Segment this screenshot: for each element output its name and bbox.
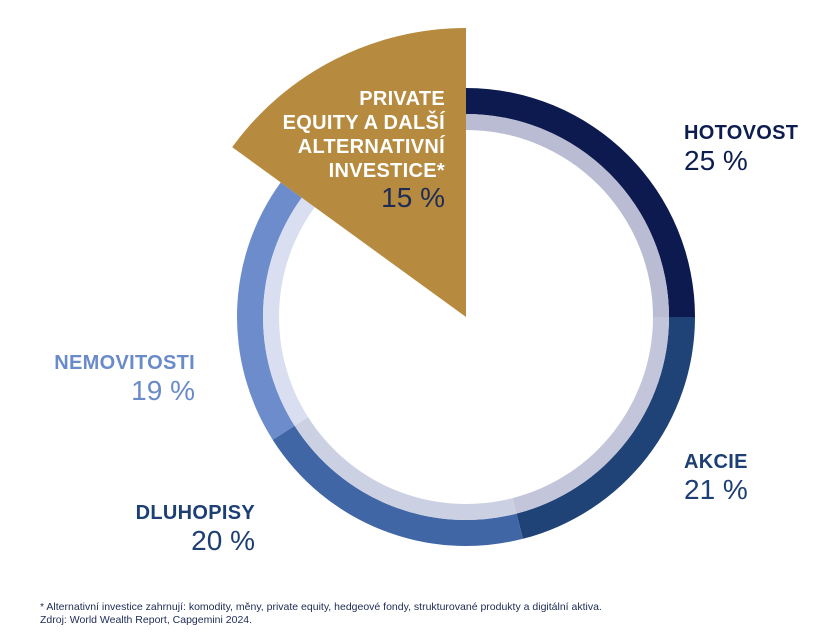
inner-ring xyxy=(263,114,669,520)
label-private-line2: EQUITY A DALŠÍ xyxy=(282,112,445,134)
inner-slice-dluhopisy xyxy=(294,417,517,520)
slice-akcie xyxy=(516,317,695,539)
label-hotovost-value: 25 % xyxy=(684,145,748,176)
label-akcie-name: AKCIE xyxy=(684,451,748,473)
label-akcie: AKCIE 21 % xyxy=(684,451,748,505)
highlight-wedge xyxy=(232,28,466,317)
slice-private-equity-a-dalsi-alternativni-investice xyxy=(232,28,466,317)
outer-ring xyxy=(236,88,695,546)
label-dluhopisy-name: DLUHOPISY xyxy=(135,502,255,524)
label-nemovitosti-value: 19 % xyxy=(131,375,195,406)
label-nemovitosti-name: NEMOVITOSTI xyxy=(54,352,195,374)
slice-hotovost xyxy=(466,88,695,317)
label-private-line3: ALTERNATIVNÍ xyxy=(297,136,445,158)
source-note: Zdroj: World Wealth Report, Capgemini 20… xyxy=(40,614,253,626)
label-private-line1: PRIVATE xyxy=(359,88,445,110)
inner-slice-hotovost xyxy=(466,114,669,317)
slice-dluhopisy xyxy=(272,425,523,546)
label-akcie-value: 21 % xyxy=(684,474,748,505)
label-dluhopisy: DLUHOPISY 20 % xyxy=(135,502,255,556)
footnote: * Alternativní investice zahrnují: komod… xyxy=(40,601,602,613)
label-private-line4: INVESTICE* xyxy=(328,160,445,182)
label-hotovost-name: HOTOVOST xyxy=(684,122,799,144)
label-hotovost: HOTOVOST 25 % xyxy=(684,122,799,176)
label-private-value: 15 % xyxy=(381,182,445,213)
label-dluhopisy-value: 20 % xyxy=(191,525,255,556)
label-nemovitosti: NEMOVITOSTI 19 % xyxy=(54,352,195,406)
inner-slice-nemovitosti xyxy=(263,197,315,426)
slice-nemovitosti xyxy=(236,182,302,440)
inner-slice-akcie xyxy=(512,317,669,514)
label-private-equity: PRIVATE EQUITY A DALŠÍ ALTERNATIVNÍ INVE… xyxy=(283,87,445,212)
